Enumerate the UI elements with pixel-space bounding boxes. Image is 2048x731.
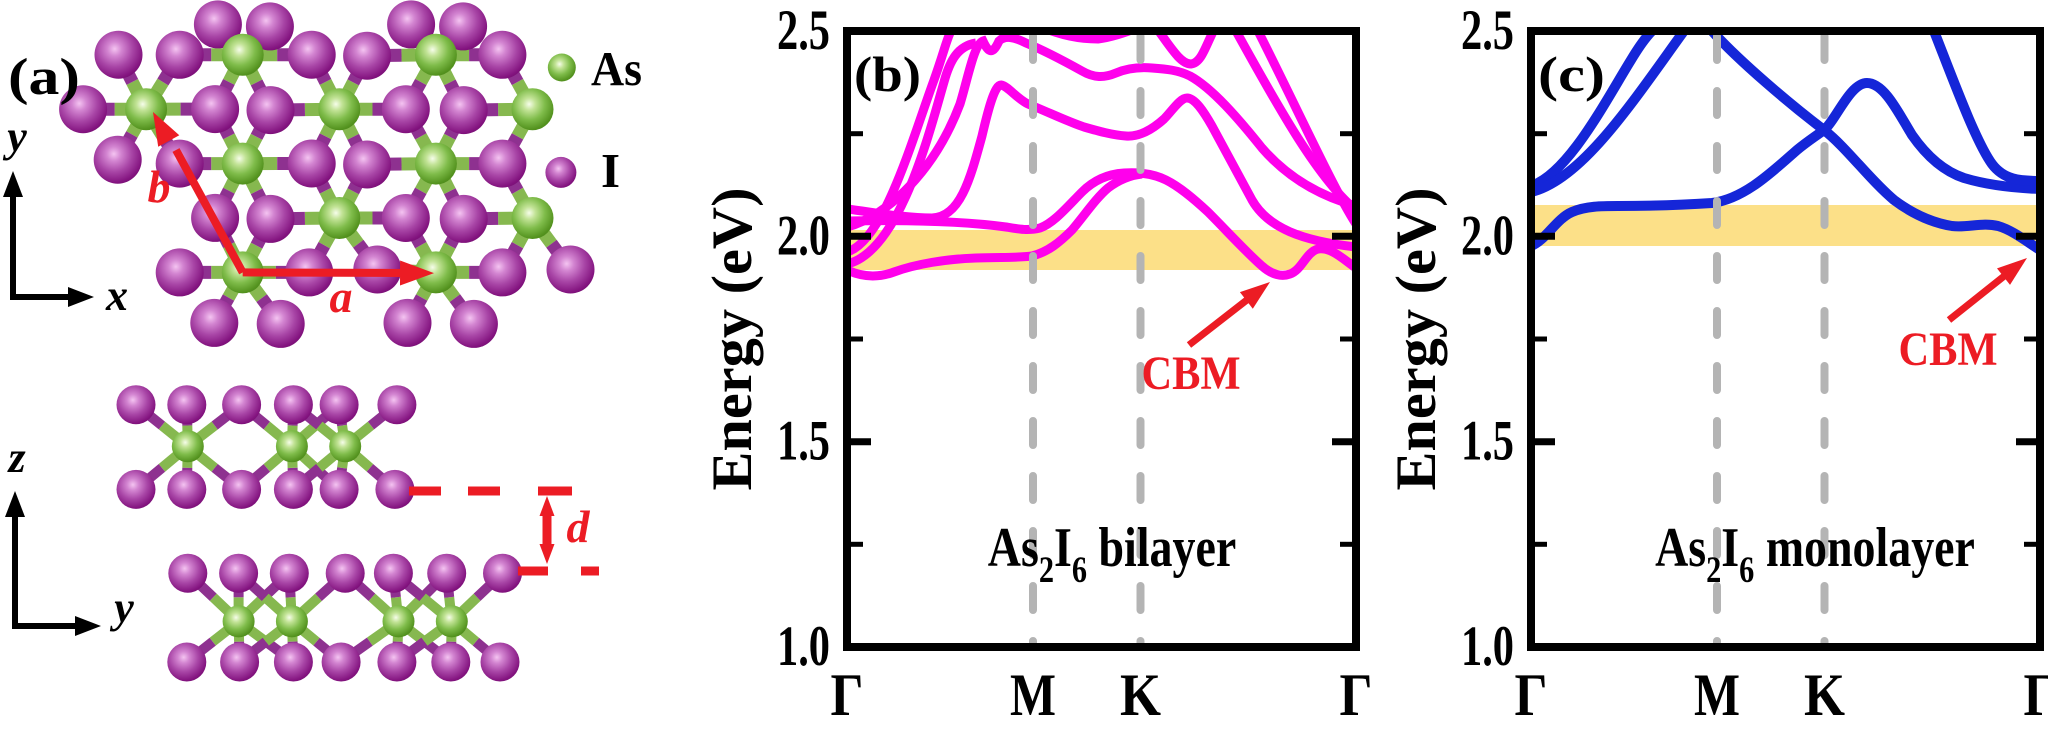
svg-text:M: M [1694, 662, 1740, 728]
svg-text:d: d [567, 501, 591, 552]
svg-text:(b): (b) [854, 46, 921, 102]
svg-text:As2I6 monolayer: As2I6 monolayer [1655, 517, 1975, 591]
svg-text:y: y [2, 112, 27, 161]
svg-text:1.5: 1.5 [777, 410, 830, 473]
svg-text:Energy (eV): Energy (eV) [1385, 188, 1448, 491]
svg-text:2.0: 2.0 [1461, 204, 1514, 267]
svg-text:M: M [1010, 662, 1056, 728]
svg-text:As2I6 bilayer: As2I6 bilayer [988, 517, 1236, 591]
svg-text:I: I [601, 143, 620, 198]
svg-text:CBM: CBM [1142, 347, 1241, 400]
svg-text:Energy (eV): Energy (eV) [701, 188, 764, 491]
svg-text:2.5: 2.5 [777, 0, 830, 62]
svg-text:1.0: 1.0 [1461, 615, 1514, 678]
svg-text:Γ: Γ [831, 662, 864, 728]
svg-text:Γ: Γ [1515, 662, 1548, 728]
svg-text:z: z [6, 433, 25, 482]
svg-text:K: K [1804, 662, 1845, 728]
svg-text:b: b [148, 161, 171, 212]
svg-text:Γ: Γ [2024, 662, 2048, 728]
svg-text:2.5: 2.5 [1461, 0, 1514, 62]
svg-text:1.0: 1.0 [777, 615, 830, 678]
svg-text:y: y [109, 583, 134, 632]
svg-text:(c): (c) [1538, 46, 1605, 102]
svg-text:a: a [330, 271, 353, 322]
svg-text:x: x [105, 271, 128, 320]
svg-text:1.5: 1.5 [1461, 410, 1514, 473]
svg-text:K: K [1120, 662, 1161, 728]
svg-text:As: As [591, 41, 642, 96]
svg-text:(a): (a) [8, 49, 80, 106]
svg-text:2.0: 2.0 [777, 204, 830, 267]
svg-text:Γ: Γ [1340, 662, 1373, 728]
svg-text:CBM: CBM [1899, 323, 1998, 376]
